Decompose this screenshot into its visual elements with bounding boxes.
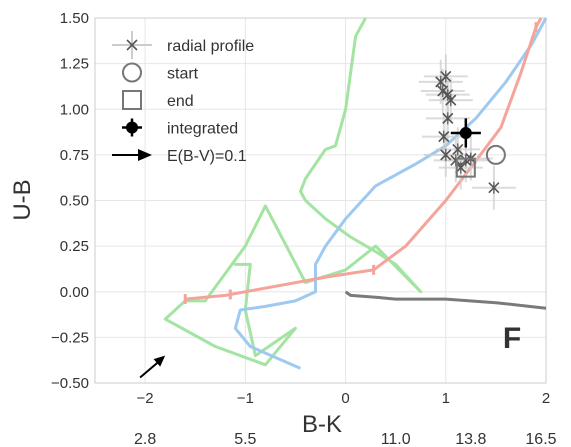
legend-label: start bbox=[167, 66, 199, 83]
markers-group bbox=[139, 54, 516, 379]
x-tick-label: 0 bbox=[341, 390, 349, 407]
x-axis-label: B-K bbox=[302, 411, 342, 438]
series-group bbox=[163, 17, 548, 370]
x-tick-label: −2 bbox=[137, 390, 154, 407]
tick-labels: −2 −1 0 1 2 −0.50 −0.25 0.00 0.25 0.50 0.75 1.00 1.2… bbox=[51, 10, 557, 447]
y-tick-label: 1.50 bbox=[60, 10, 89, 27]
legend-label: radial profile bbox=[167, 38, 254, 55]
y-tick-label: 0.25 bbox=[60, 238, 89, 255]
x-tick-label: −1 bbox=[237, 390, 254, 407]
annotation-label: F bbox=[503, 322, 521, 355]
end-marker bbox=[455, 157, 476, 178]
y-tick-label: 1.25 bbox=[60, 56, 89, 73]
series-line bbox=[233, 17, 548, 370]
y-axis-label: U-B bbox=[9, 179, 36, 220]
secondary-x-label: 13.8 bbox=[455, 431, 486, 447]
y-tick-label: −0.50 bbox=[51, 375, 89, 392]
legend-label: integrated bbox=[167, 121, 238, 138]
legend-marker bbox=[126, 39, 138, 51]
legend-marker bbox=[122, 90, 142, 110]
secondary-x-label: 16.5 bbox=[525, 431, 556, 447]
y-tick-label: 0.50 bbox=[60, 193, 89, 210]
start-marker bbox=[485, 144, 506, 165]
grid-lines bbox=[95, 17, 547, 384]
legend-label: E(B-V)=0.1 bbox=[167, 148, 247, 165]
legend-marker bbox=[122, 62, 142, 83]
y-tick-label: 0.75 bbox=[60, 147, 89, 164]
plot-frame bbox=[94, 17, 547, 384]
series-line bbox=[163, 17, 423, 367]
legend-marker bbox=[126, 121, 138, 134]
legend-marker bbox=[138, 149, 152, 161]
secondary-x-label: 2.8 bbox=[134, 431, 156, 447]
secondary-x-label: 5.5 bbox=[234, 431, 256, 447]
legend-label: end bbox=[167, 93, 194, 110]
y-tick-label: 1.00 bbox=[60, 101, 89, 118]
series-line bbox=[185, 17, 543, 301]
series-line bbox=[344, 290, 547, 310]
legend: radial profile start end integrated E(B-V)=0… bbox=[112, 31, 254, 165]
y-tick-label: −0.25 bbox=[51, 329, 89, 346]
integrated-marker bbox=[459, 126, 472, 139]
reddening-vector-head bbox=[153, 355, 166, 367]
x-tick-label: 1 bbox=[442, 390, 450, 407]
x-tick-label: 2 bbox=[542, 390, 550, 407]
y-tick-label: 0.00 bbox=[60, 284, 89, 301]
secondary-x-label: 11.0 bbox=[381, 431, 411, 447]
